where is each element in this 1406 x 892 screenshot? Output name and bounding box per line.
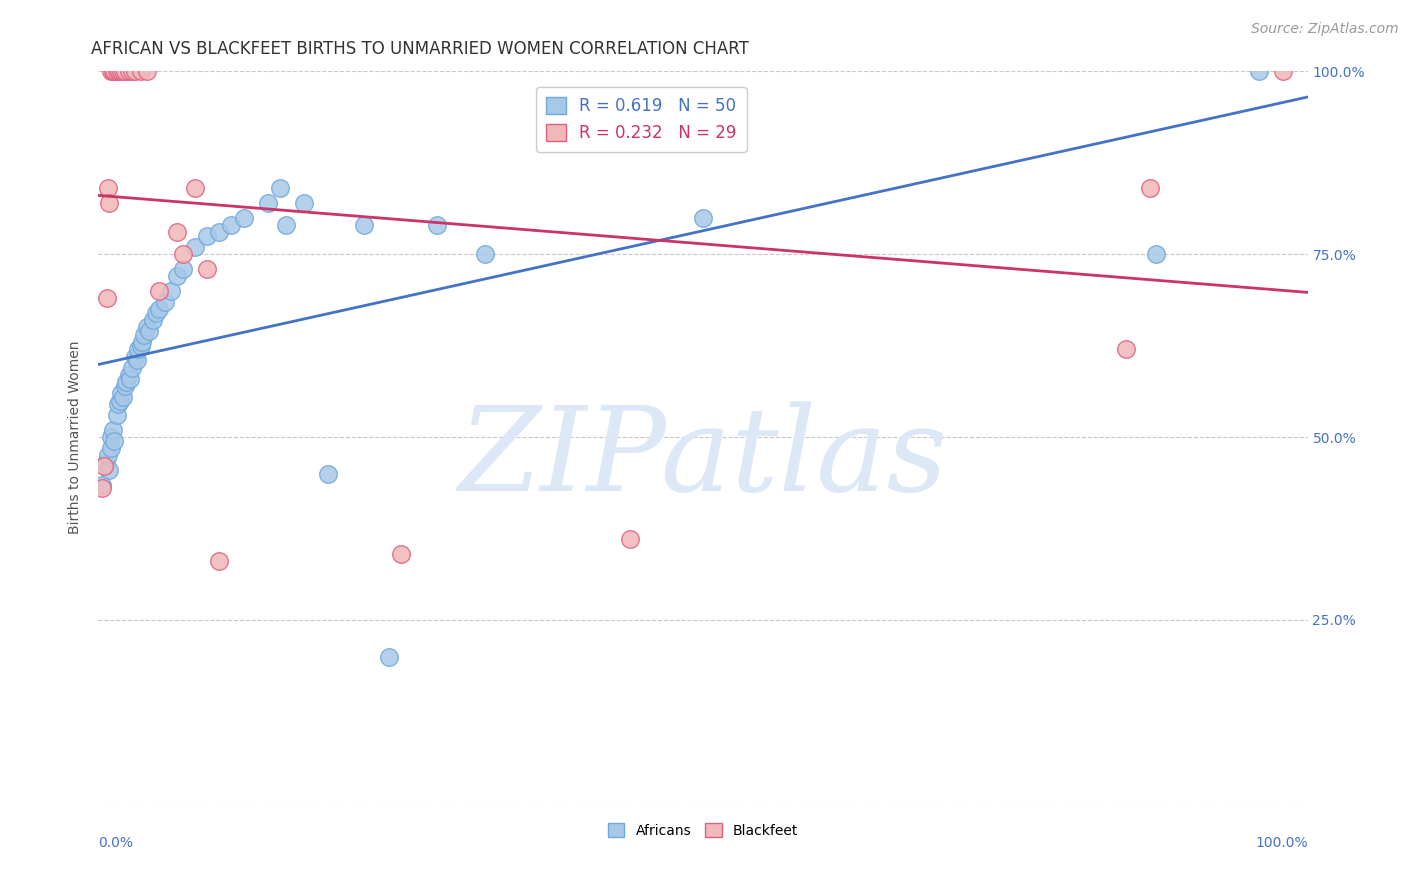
Point (232, 211, 254, 225)
Point (208, 554, 231, 568)
Point (108, 393, 131, 408)
Point (94, 456, 117, 470)
Point (110, 386, 132, 401)
Point (100, 441, 122, 455)
Legend: Africans, Blackfeet: Africans, Blackfeet (602, 817, 804, 844)
Point (105, 64, 128, 78)
Point (145, 306, 167, 320)
Point (353, 218, 375, 232)
Point (142, 313, 165, 327)
Point (292, 196, 315, 211)
Point (97, 181, 120, 195)
Point (100, 64, 122, 78)
Point (1272, 64, 1295, 78)
Point (256, 196, 278, 211)
Point (377, 649, 399, 664)
Point (105, 408, 128, 422)
Point (160, 284, 183, 298)
Point (166, 269, 188, 284)
Point (269, 181, 291, 195)
Text: 0.0%: 0.0% (98, 836, 134, 850)
Point (101, 423, 124, 437)
Point (118, 368, 141, 382)
Point (131, 334, 153, 349)
Point (111, 64, 134, 78)
Point (103, 434, 125, 448)
Point (98, 196, 121, 211)
Text: Source: ZipAtlas.com: Source: ZipAtlas.com (1251, 22, 1399, 37)
Point (115, 376, 138, 390)
Point (195, 228, 218, 243)
Point (124, 350, 146, 364)
Point (127, 343, 149, 357)
Point (138, 324, 160, 338)
Point (129, 338, 152, 352)
Point (208, 225, 231, 239)
Point (1249, 64, 1271, 78)
Point (426, 218, 449, 232)
Point (121, 360, 143, 375)
Point (184, 240, 207, 254)
Point (127, 353, 149, 368)
Point (166, 225, 188, 239)
Point (148, 301, 170, 317)
Point (108, 64, 131, 78)
Point (172, 261, 194, 276)
Point (135, 320, 157, 334)
Point (91, 481, 114, 495)
Point (98, 463, 121, 477)
Point (97, 448, 120, 462)
Point (93, 459, 115, 474)
Point (619, 533, 641, 547)
Point (103, 64, 125, 78)
Point (121, 64, 143, 78)
Point (124, 64, 146, 78)
Point (1115, 343, 1137, 357)
Point (195, 261, 218, 276)
Point (221, 218, 243, 232)
Point (692, 211, 714, 225)
Point (118, 371, 141, 385)
Text: 100.0%: 100.0% (1256, 836, 1308, 850)
Point (316, 467, 339, 481)
Point (96, 291, 118, 305)
Text: AFRICAN VS BLACKFEET BIRTHS TO UNMARRIED WOMEN CORRELATION CHART: AFRICAN VS BLACKFEET BIRTHS TO UNMARRIED… (91, 40, 749, 58)
Point (153, 294, 176, 309)
Point (1146, 247, 1168, 261)
Point (111, 390, 134, 404)
Text: ZIPatlas: ZIPatlas (458, 401, 948, 516)
Point (110, 64, 132, 78)
Point (172, 247, 194, 261)
Point (114, 379, 136, 393)
Point (129, 64, 152, 78)
Point (135, 64, 157, 78)
Point (107, 397, 129, 411)
Point (100, 430, 122, 444)
Point (148, 284, 170, 298)
Point (114, 64, 136, 78)
Point (118, 64, 141, 78)
Point (474, 247, 496, 261)
Point (389, 547, 412, 561)
Point (1139, 181, 1161, 195)
Point (91, 477, 114, 491)
Point (101, 64, 124, 78)
Y-axis label: Births to Unmarried Women: Births to Unmarried Women (69, 341, 83, 533)
Point (184, 181, 207, 195)
Point (134, 327, 156, 342)
Point (274, 218, 297, 232)
